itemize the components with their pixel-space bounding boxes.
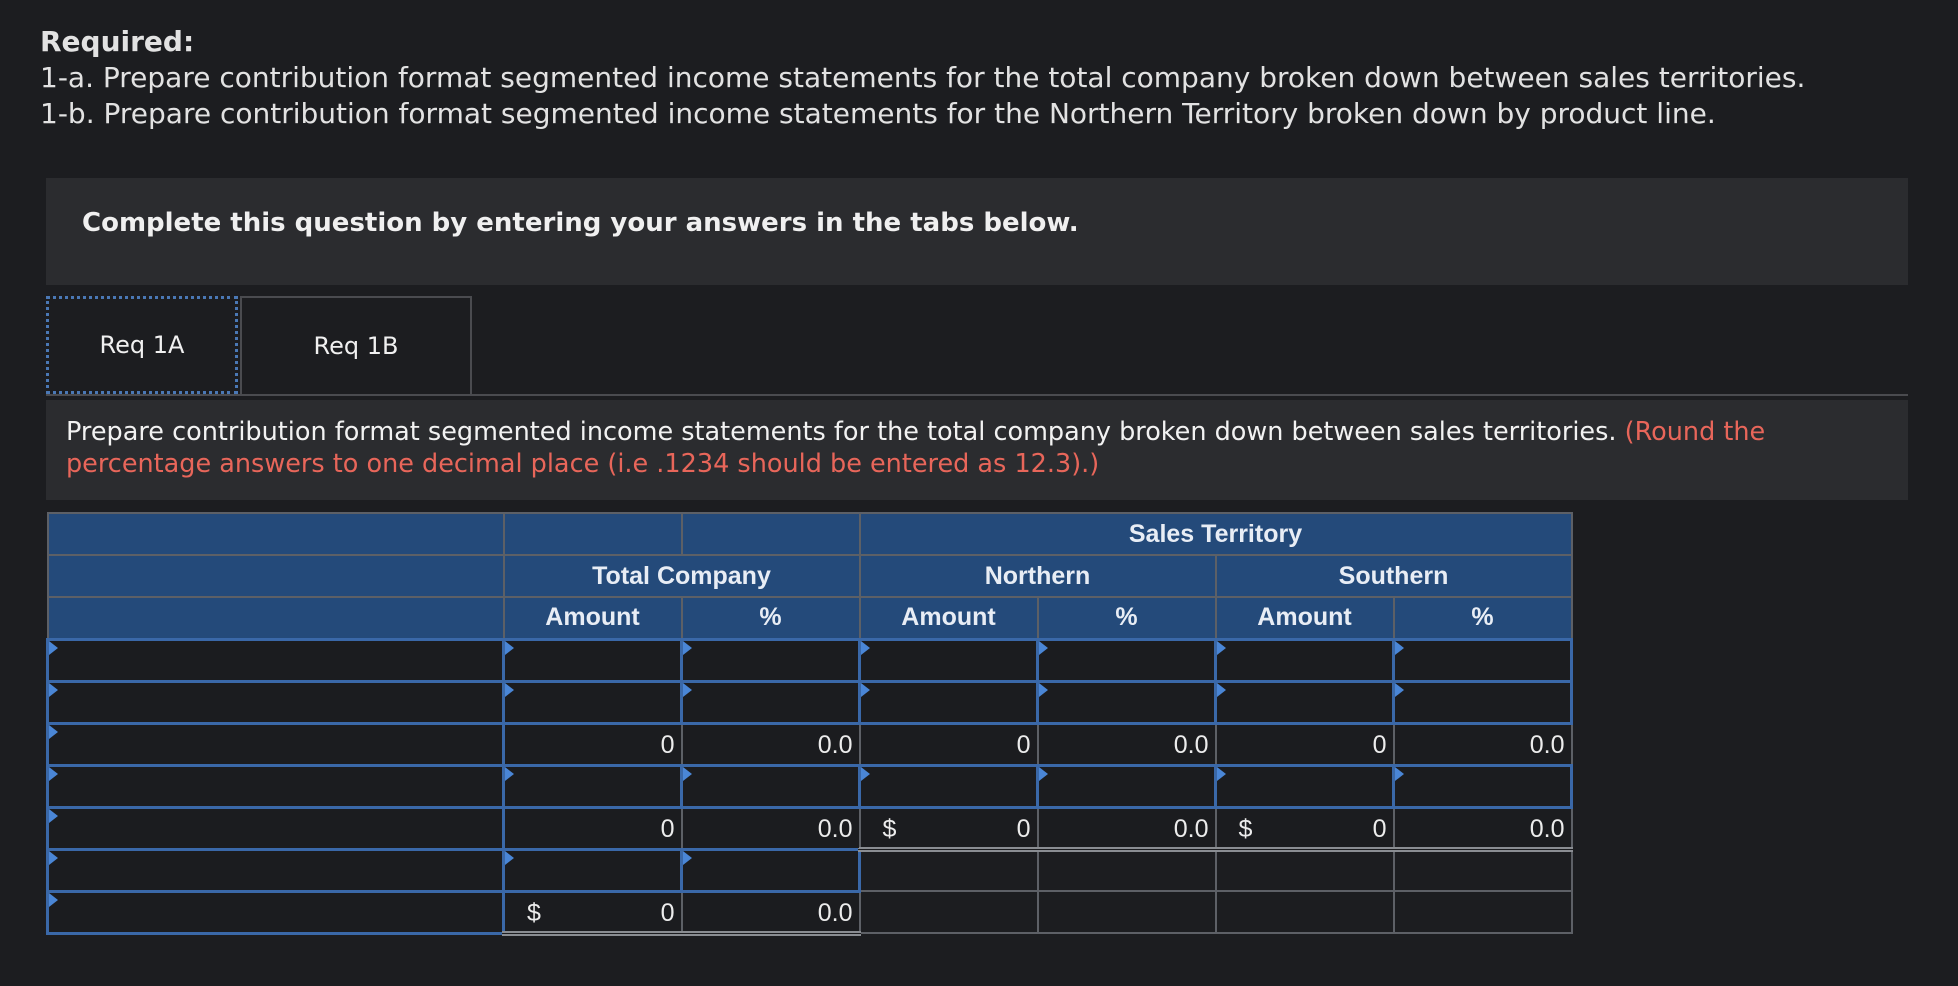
computed-percent: 0.0 [680, 890, 861, 936]
computed-percent: 0.0 [680, 806, 861, 850]
prompt-box: Prepare contribution format segmented in… [46, 400, 1908, 500]
empty-cell [1392, 848, 1573, 892]
percent-input[interactable] [680, 679, 861, 725]
computed-amount: $0 [502, 890, 683, 936]
computed-amount: 0 [858, 722, 1039, 766]
row-label-dropdown[interactable] [46, 889, 505, 935]
amount-input[interactable] [502, 679, 683, 725]
required-line-1a: 1-a. Prepare contribution format segment… [40, 61, 1806, 94]
row-label-dropdown[interactable] [46, 763, 505, 809]
dollar-sign: $ [527, 898, 541, 927]
empty-cell [1214, 890, 1395, 934]
tab-req-1b[interactable]: Req 1B [240, 296, 472, 394]
header-row-group: Sales Territory [46, 512, 1573, 556]
total-company-header: Total Company [502, 554, 861, 598]
computed-amount: 0 [502, 722, 683, 766]
income-statement-table: Sales Territory Total Company Northern S… [46, 512, 1573, 936]
percent-input[interactable] [1392, 763, 1573, 809]
amount-input[interactable] [502, 847, 683, 893]
percent-header: % [680, 596, 861, 640]
empty-cell [858, 890, 1039, 934]
required-title: Required: [40, 25, 195, 58]
amount-input[interactable] [502, 637, 683, 683]
amount-input[interactable] [1214, 679, 1395, 725]
row-label-dropdown[interactable] [46, 847, 505, 893]
percent-input[interactable] [1392, 679, 1573, 725]
percent-header: % [1036, 596, 1217, 640]
amount-input[interactable] [1214, 763, 1395, 809]
row-label-dropdown[interactable] [46, 637, 505, 683]
amount-input[interactable] [1214, 637, 1395, 683]
amount-header: Amount [1214, 596, 1395, 640]
table-row: 0 0.0 $0 0.0 $0 0.0 [46, 805, 1573, 852]
table-row [46, 679, 1573, 725]
header-blank [46, 554, 505, 598]
required-section: Required: 1-a. Prepare contribution form… [40, 24, 1805, 132]
empty-cell [1214, 848, 1395, 892]
computed-percent: 0.0 [1036, 806, 1217, 852]
southern-header: Southern [1214, 554, 1573, 598]
computed-percent: 0.0 [1392, 806, 1573, 852]
header-blank [680, 512, 861, 556]
header-row-segments: Total Company Northern Southern [46, 554, 1573, 598]
table-row [46, 847, 1573, 893]
tab-divider [46, 394, 1908, 396]
percent-input[interactable] [1036, 637, 1217, 683]
empty-cell [1036, 890, 1217, 934]
row-label-dropdown[interactable] [46, 679, 505, 725]
computed-amount: 0 [1214, 722, 1395, 766]
amount-header: Amount [502, 596, 683, 640]
computed-percent: 0.0 [1036, 722, 1217, 766]
amount-input[interactable] [502, 763, 683, 809]
row-label-dropdown[interactable] [46, 805, 505, 851]
amount-header: Amount [858, 596, 1039, 640]
empty-cell [858, 848, 1039, 892]
percent-input[interactable] [1036, 679, 1217, 725]
empty-cell [1036, 848, 1217, 892]
header-blank [46, 596, 505, 640]
percent-input[interactable] [680, 637, 861, 683]
amount-input[interactable] [858, 763, 1039, 809]
computed-percent: 0.0 [1392, 722, 1573, 766]
table-row: 0 0.0 0 0.0 0 0.0 [46, 721, 1573, 767]
percent-input[interactable] [1036, 763, 1217, 809]
dollar-sign: $ [882, 814, 897, 843]
table-row [46, 637, 1573, 683]
tab-req-1a[interactable]: Req 1A [46, 296, 238, 394]
amount-input[interactable] [858, 637, 1039, 683]
amount-input[interactable] [858, 679, 1039, 725]
rounding-note: (Round the percentage answers to one dec… [66, 417, 1766, 479]
prompt-text: Prepare contribution format segmented in… [66, 417, 1617, 447]
computed-amount: $0 [1214, 806, 1395, 852]
header-blank [46, 512, 505, 556]
row-label-dropdown[interactable] [46, 721, 505, 767]
sales-territory-header: Sales Territory [858, 512, 1573, 556]
percent-input[interactable] [680, 763, 861, 809]
percent-header: % [1392, 596, 1573, 640]
computed-percent: 0.0 [680, 722, 861, 766]
computed-amount: 0 [502, 806, 683, 850]
northern-header: Northern [858, 554, 1217, 598]
instruction-text: Complete this question by entering your … [82, 208, 1079, 238]
instruction-box: Complete this question by entering your … [46, 178, 1908, 285]
percent-input[interactable] [1392, 637, 1573, 683]
table-row: $0 0.0 [46, 889, 1573, 936]
header-row-columns: Amount % Amount % Amount % [46, 596, 1573, 640]
header-blank [502, 512, 683, 556]
table-row [46, 763, 1573, 809]
dollar-sign: $ [1238, 814, 1253, 843]
empty-cell [1392, 890, 1573, 934]
required-line-1b: 1-b. Prepare contribution format segment… [40, 97, 1716, 130]
percent-input[interactable] [680, 847, 861, 893]
computed-amount: $0 [858, 806, 1039, 852]
